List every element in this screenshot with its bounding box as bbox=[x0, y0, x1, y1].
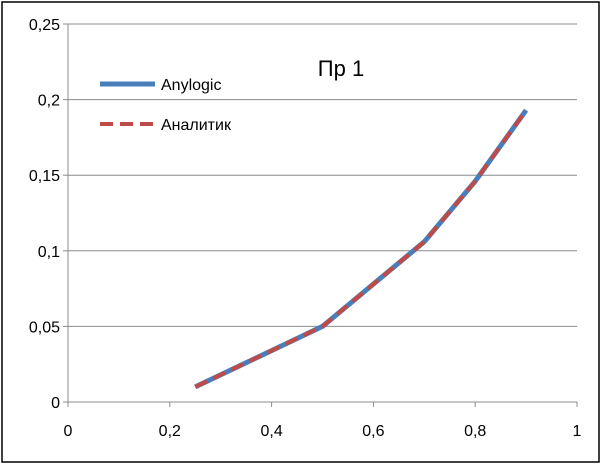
y-tick-label: 0,25 bbox=[29, 17, 60, 34]
tick-labels: 0 0,05 0,1 0,15 0,2 0,25 0 0,2 0,4 0,6 0,8 1 bbox=[29, 17, 582, 440]
y-tick-label: 0,15 bbox=[29, 168, 60, 185]
legend: Anylogic Аналитик bbox=[100, 77, 232, 134]
axes bbox=[63, 23, 578, 407]
x-tick-label: 0 bbox=[64, 423, 73, 440]
gridlines bbox=[68, 23, 577, 327]
y-tick-label: 0,1 bbox=[38, 244, 60, 261]
x-tick-label: 0,2 bbox=[159, 423, 181, 440]
y-tick-label: 0 bbox=[51, 395, 60, 412]
legend-label-1: Аналитик bbox=[161, 117, 232, 134]
series-group bbox=[194, 108, 529, 390]
x-tick-label: 0,6 bbox=[362, 423, 384, 440]
y-tick-label: 0,05 bbox=[29, 319, 60, 336]
legend-label-0: Anylogic bbox=[161, 77, 221, 94]
x-tick-label: 1 bbox=[573, 423, 582, 440]
x-tick-label: 0,8 bbox=[464, 423, 486, 440]
x-tick-label: 0,4 bbox=[260, 423, 282, 440]
chart-title: Пр 1 bbox=[318, 56, 364, 81]
y-tick-label: 0,2 bbox=[38, 93, 60, 110]
series-line-1 bbox=[194, 109, 528, 389]
